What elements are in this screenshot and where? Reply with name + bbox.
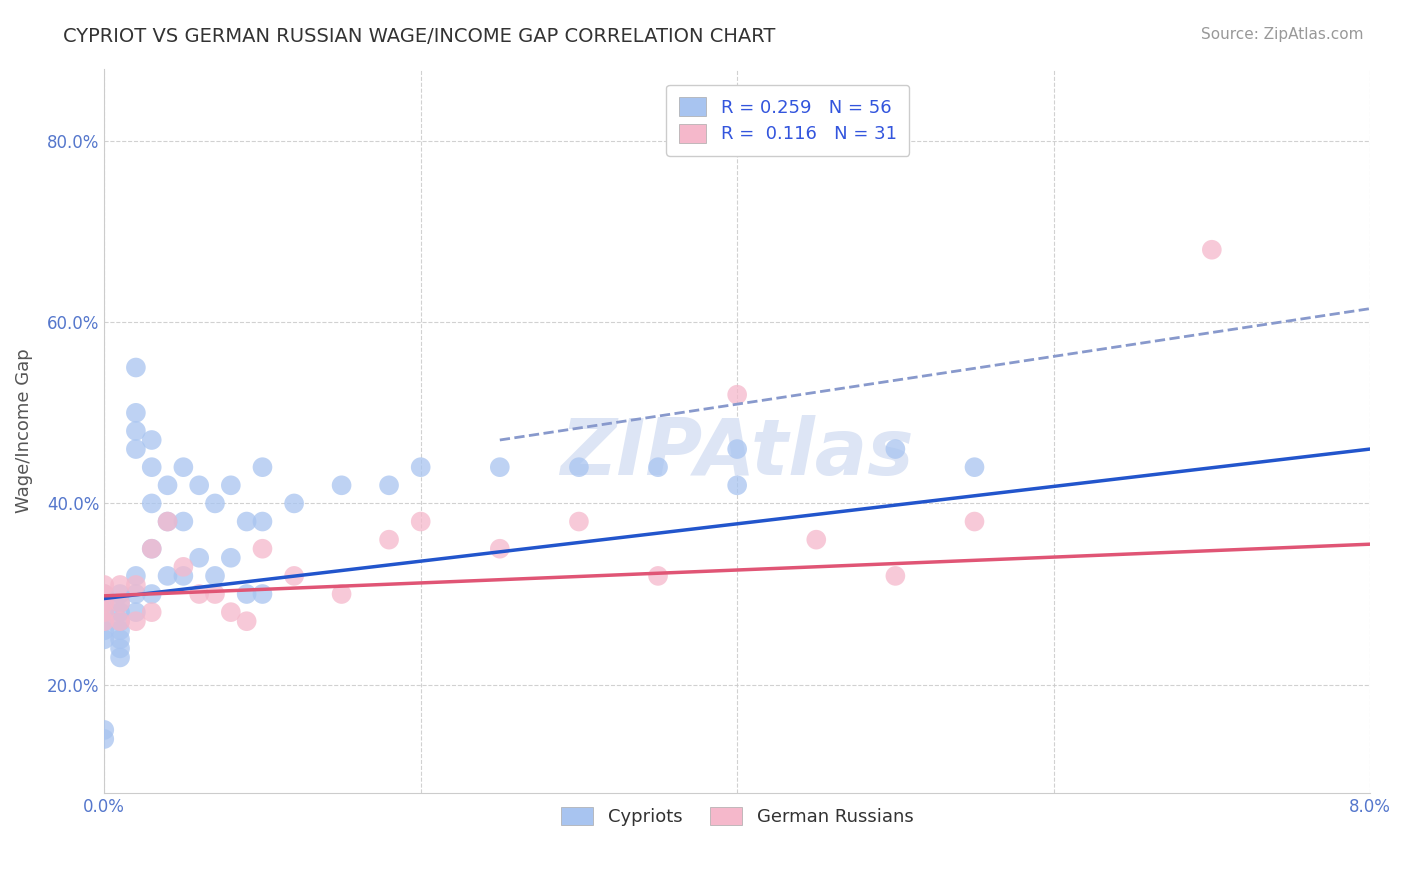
Point xyxy=(172,460,194,475)
Point xyxy=(108,605,131,619)
Point xyxy=(725,478,748,492)
Point xyxy=(172,559,194,574)
Point xyxy=(141,541,163,556)
Point xyxy=(156,569,179,583)
Point xyxy=(409,460,432,475)
Point xyxy=(1201,243,1223,257)
Point xyxy=(252,515,274,529)
Point xyxy=(219,478,242,492)
Point xyxy=(108,596,131,610)
Point xyxy=(141,496,163,510)
Point xyxy=(725,442,748,456)
Point xyxy=(93,587,115,601)
Point xyxy=(252,541,274,556)
Point xyxy=(93,605,115,619)
Point xyxy=(93,596,115,610)
Point xyxy=(806,533,828,547)
Point xyxy=(568,460,591,475)
Point xyxy=(108,614,131,628)
Point xyxy=(125,424,148,438)
Point xyxy=(188,587,211,601)
Point xyxy=(283,496,305,510)
Point xyxy=(252,460,274,475)
Point xyxy=(125,406,148,420)
Point xyxy=(125,578,148,592)
Point xyxy=(204,496,226,510)
Y-axis label: Wage/Income Gap: Wage/Income Gap xyxy=(15,349,32,513)
Point xyxy=(125,587,148,601)
Point xyxy=(647,460,669,475)
Point xyxy=(568,515,591,529)
Point xyxy=(93,624,115,638)
Point xyxy=(108,614,131,628)
Point xyxy=(488,541,510,556)
Point xyxy=(884,442,907,456)
Point xyxy=(141,587,163,601)
Point xyxy=(409,515,432,529)
Point xyxy=(330,478,353,492)
Point xyxy=(884,569,907,583)
Point xyxy=(188,550,211,565)
Point xyxy=(125,360,148,375)
Point xyxy=(93,614,115,628)
Point xyxy=(108,641,131,656)
Point xyxy=(172,515,194,529)
Point xyxy=(235,515,257,529)
Point xyxy=(963,460,986,475)
Point xyxy=(219,550,242,565)
Point xyxy=(156,515,179,529)
Point xyxy=(235,587,257,601)
Point xyxy=(188,478,211,492)
Point xyxy=(141,433,163,447)
Point xyxy=(125,569,148,583)
Point xyxy=(283,569,305,583)
Point xyxy=(488,460,510,475)
Text: ZIPAtlas: ZIPAtlas xyxy=(561,415,914,491)
Point xyxy=(93,578,115,592)
Point xyxy=(108,596,131,610)
Point xyxy=(108,624,131,638)
Point xyxy=(156,478,179,492)
Text: Source: ZipAtlas.com: Source: ZipAtlas.com xyxy=(1201,27,1364,42)
Point xyxy=(330,587,353,601)
Point xyxy=(141,541,163,556)
Point xyxy=(93,731,115,746)
Point xyxy=(204,587,226,601)
Point xyxy=(172,569,194,583)
Point xyxy=(725,387,748,401)
Text: CYPRIOT VS GERMAN RUSSIAN WAGE/INCOME GAP CORRELATION CHART: CYPRIOT VS GERMAN RUSSIAN WAGE/INCOME GA… xyxy=(63,27,776,45)
Legend: Cypriots, German Russians: Cypriots, German Russians xyxy=(553,797,922,835)
Point xyxy=(252,587,274,601)
Point xyxy=(378,533,401,547)
Point xyxy=(93,596,115,610)
Point xyxy=(235,614,257,628)
Point xyxy=(647,569,669,583)
Point xyxy=(963,515,986,529)
Point xyxy=(378,478,401,492)
Point xyxy=(108,578,131,592)
Point xyxy=(141,460,163,475)
Point xyxy=(93,587,115,601)
Point xyxy=(108,650,131,665)
Point xyxy=(108,632,131,647)
Point xyxy=(93,723,115,737)
Point xyxy=(108,587,131,601)
Point xyxy=(204,569,226,583)
Point xyxy=(219,605,242,619)
Point xyxy=(125,614,148,628)
Point xyxy=(125,442,148,456)
Point xyxy=(125,605,148,619)
Point xyxy=(141,605,163,619)
Point xyxy=(156,515,179,529)
Point xyxy=(93,614,115,628)
Point xyxy=(93,632,115,647)
Point xyxy=(93,605,115,619)
